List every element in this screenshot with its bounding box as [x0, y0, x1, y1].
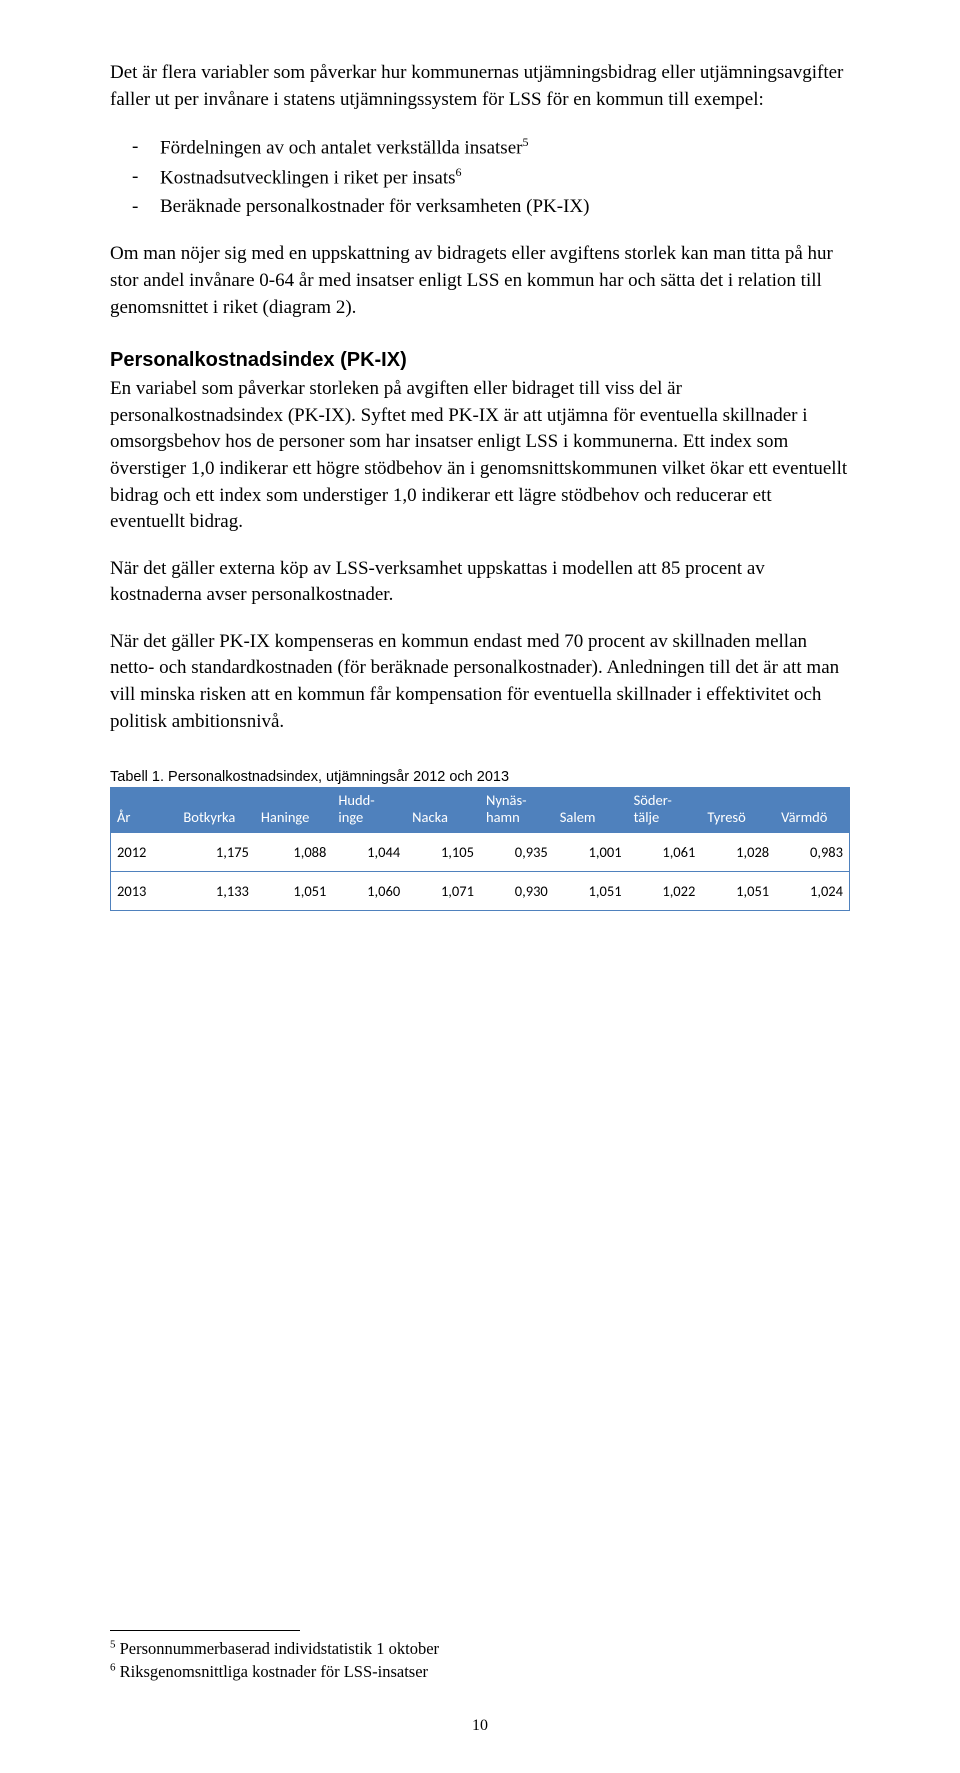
cell-value: 0,930	[480, 871, 554, 910]
list-dash: -	[132, 133, 160, 163]
th-sodertalje: Söder-tälje	[628, 788, 702, 832]
footnote-separator	[110, 1630, 300, 1631]
paragraph-intro: Det är flera variabler som påverkar hur …	[110, 60, 850, 113]
cell-value: 1,071	[406, 871, 480, 910]
cell-value: 1,060	[332, 871, 406, 910]
cell-value: 0,983	[775, 832, 849, 871]
cell-value: 1,028	[701, 832, 775, 871]
cell-value: 0,935	[480, 832, 554, 871]
cell-value: 1,175	[177, 832, 254, 871]
cell-year: 2013	[111, 871, 177, 910]
footnote-text: Personnummerbaserad individstatistik 1 o…	[116, 1639, 440, 1658]
table-header: År Botkyrka Haninge Hudd-inge Nacka Nynä…	[111, 788, 849, 832]
list-dash: -	[132, 163, 160, 193]
table-row: 2013 1,133 1,051 1,060 1,071 0,930 1,051…	[111, 871, 849, 910]
table-body: 2012 1,175 1,088 1,044 1,105 0,935 1,001…	[111, 832, 849, 910]
list-item: - Fördelningen av och antalet verkställd…	[132, 133, 850, 163]
th-haninge: Haninge	[255, 788, 332, 832]
list-item-text: Fördelningen av och antalet verkställda …	[160, 133, 850, 163]
paragraph-diagram-ref: Om man nöjer sig med en uppskattning av …	[110, 241, 850, 321]
list-dash: -	[132, 193, 160, 222]
footnote-text: Riksgenomsnittliga kostnader för LSS-ins…	[116, 1662, 429, 1681]
list-item: - Kostnadsutvecklingen i riket per insat…	[132, 163, 850, 193]
th-botkyrka: Botkyrka	[177, 788, 254, 832]
cell-value: 1,051	[255, 871, 332, 910]
table-caption: Tabell 1. Personalkostnadsindex, utjämni…	[110, 769, 850, 785]
paragraph-pkix-desc: En variabel som påverkar storleken på av…	[110, 376, 850, 536]
cell-value: 1,051	[554, 871, 628, 910]
footnote-ref-5: 5	[522, 135, 528, 149]
cell-value: 1,044	[332, 832, 406, 871]
document-page: Det är flera variabler som påverkar hur …	[0, 0, 960, 1773]
bullet-list: - Fördelningen av och antalet verkställd…	[110, 133, 850, 221]
cell-value: 1,133	[177, 871, 254, 910]
list-item-1-text: Fördelningen av och antalet verkställda …	[160, 138, 522, 159]
cell-value: 1,105	[406, 832, 480, 871]
th-huddinge: Hudd-inge	[332, 788, 406, 832]
cell-value: 1,022	[628, 871, 702, 910]
page-number: 10	[0, 1717, 960, 1735]
pkix-table: År Botkyrka Haninge Hudd-inge Nacka Nynä…	[111, 787, 849, 910]
paragraph-external: När det gäller externa köp av LSS-verksa…	[110, 556, 850, 609]
cell-value: 1,088	[255, 832, 332, 871]
footnote-ref-6: 6	[456, 165, 462, 179]
list-item-3-text: Beräknade personalkostnader för verksamh…	[160, 193, 850, 222]
cell-value: 1,061	[628, 832, 702, 871]
cell-value: 1,001	[554, 832, 628, 871]
th-nynashamn: Nynäs-hamn	[480, 788, 554, 832]
th-tyreso: Tyresö	[701, 788, 775, 832]
th-year: År	[111, 788, 177, 832]
list-item-text: Kostnadsutvecklingen i riket per insats6	[160, 163, 850, 193]
footnotes-section: 5 Personnummerbaserad individstatistik 1…	[110, 1630, 850, 1683]
cell-value: 1,051	[701, 871, 775, 910]
list-item: - Beräknade personalkostnader för verksa…	[132, 193, 850, 222]
th-varmdo: Värmdö	[775, 788, 849, 832]
table-wrapper: År Botkyrka Haninge Hudd-inge Nacka Nynä…	[110, 787, 850, 910]
th-salem: Salem	[554, 788, 628, 832]
list-item-2-text: Kostnadsutvecklingen i riket per insats	[160, 167, 456, 188]
paragraph-compensation: När det gäller PK-IX kompenseras en komm…	[110, 629, 850, 735]
footnote-5: 5 Personnummerbaserad individstatistik 1…	[110, 1637, 850, 1660]
cell-value: 1,024	[775, 871, 849, 910]
table-row: 2012 1,175 1,088 1,044 1,105 0,935 1,001…	[111, 832, 849, 871]
section-heading-pkix: Personalkostnadsindex (PK-IX)	[110, 349, 850, 372]
cell-year: 2012	[111, 832, 177, 871]
footnote-6: 6 Riksgenomsnittliga kostnader för LSS-i…	[110, 1660, 850, 1683]
th-nacka: Nacka	[406, 788, 480, 832]
